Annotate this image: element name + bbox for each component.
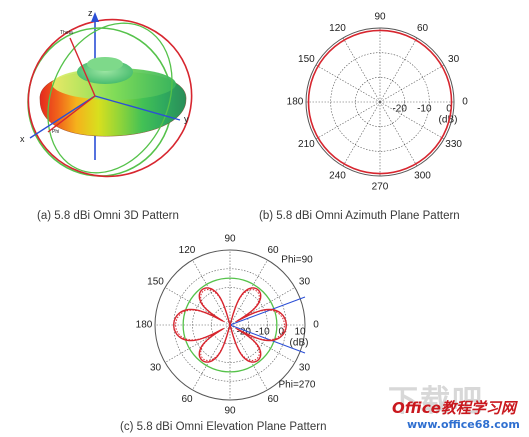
- x-axis: [29, 95, 96, 139]
- grid-spoke: [379, 101, 445, 140]
- grid-spoke: [192, 259, 231, 326]
- angle-tick-label: 330: [445, 139, 462, 150]
- angle-tick-label: 300: [414, 170, 431, 181]
- green-ring-2: [47, 22, 173, 174]
- grid-spoke: [192, 324, 231, 391]
- caption-3d-pattern: (a) 5.8 dBi Omni 3D Pattern: [37, 210, 179, 222]
- elevation-pattern-trace-solid: [173, 287, 288, 363]
- angle-tick-label: 30: [150, 363, 162, 374]
- angle-tick-label: 60: [267, 245, 279, 256]
- grid-spoke: [342, 37, 381, 103]
- red-ring: [27, 18, 193, 178]
- grid-spoke: [342, 101, 381, 167]
- angle-tick-label: 90: [374, 12, 386, 23]
- angle-tick-label: 90: [224, 234, 236, 245]
- reference-circle: [182, 277, 278, 373]
- angle-tick-label: 150: [147, 277, 164, 288]
- z-arrow-icon: [91, 12, 99, 22]
- grid-spoke: [379, 37, 418, 103]
- radial-tick-label: 0: [446, 104, 452, 115]
- angle-tick-label: 90: [224, 406, 236, 417]
- phi-cut-line: [229, 296, 306, 326]
- radial-tick-label: -10: [255, 327, 270, 338]
- y-axis-label: y: [184, 114, 189, 124]
- watermark-logo: 下载吧: [388, 384, 484, 419]
- grid-spoke: [315, 101, 381, 140]
- x-axis-label: x: [20, 134, 25, 144]
- angle-tick-label: 30: [448, 54, 460, 65]
- elevation-pattern-trace-dotted: [175, 288, 285, 362]
- azimuth-pattern-trace: [307, 29, 453, 175]
- phi-cut-line: [229, 324, 306, 354]
- angle-tick-label: 0: [313, 320, 319, 331]
- grid-circle: [305, 27, 455, 177]
- angle-tick-label: 270: [372, 182, 389, 193]
- radial-unit-label: (dB): [439, 115, 458, 126]
- angle-tick-label: 120: [179, 245, 196, 256]
- grid-spoke: [229, 259, 268, 326]
- angle-tick-label: 60: [417, 23, 429, 34]
- radial-tick-label: 10: [294, 327, 306, 338]
- grid-spoke: [229, 324, 268, 391]
- angle-tick-label: 60: [267, 394, 279, 405]
- caption-azimuth: (b) 5.8 dBi Omni Azimuth Plane Pattern: [259, 210, 460, 222]
- angle-tick-label: 180: [287, 97, 304, 108]
- watermark-url: www.office68.com: [407, 418, 520, 431]
- phi-90-label: Phi=90: [281, 255, 313, 266]
- caption-elevation: (c) 5.8 dBi Omni Elevation Plane Pattern: [120, 421, 327, 433]
- theta-vector: [69, 37, 96, 97]
- angle-tick-label: 60: [181, 394, 193, 405]
- phi-vector: [47, 95, 96, 133]
- angle-tick-label: 0: [462, 97, 468, 108]
- grid-circle: [154, 249, 306, 401]
- radial-tick-label: 0: [278, 327, 284, 338]
- torus-cap-top: [87, 57, 123, 71]
- grid-spoke: [379, 101, 418, 167]
- angle-tick-label: 150: [298, 54, 315, 65]
- watermark-brand: Office教程学习网: [392, 399, 516, 417]
- z-axis-label: z: [88, 8, 93, 18]
- phi-270-label: Phi=270: [279, 380, 316, 391]
- angle-tick-label: 210: [298, 139, 315, 150]
- radial-tick-label: -20: [392, 104, 407, 115]
- omni-3d-pattern-figure: z y x Theta Phi: [20, 8, 193, 178]
- angle-tick-label: 30: [299, 277, 311, 288]
- angle-tick-label: 180: [136, 320, 153, 331]
- grid-spoke: [379, 64, 445, 103]
- radial-tick-label: -10: [417, 104, 432, 115]
- phi-label: Phi: [52, 129, 59, 135]
- y-axis: [94, 95, 181, 121]
- angle-tick-label: 30: [299, 363, 311, 374]
- theta-label: Theta: [60, 30, 73, 36]
- radial-unit-label: (dB): [290, 338, 309, 349]
- grid-spoke: [315, 64, 381, 103]
- angle-tick-label: 120: [329, 23, 346, 34]
- angle-tick-label: 240: [329, 170, 346, 181]
